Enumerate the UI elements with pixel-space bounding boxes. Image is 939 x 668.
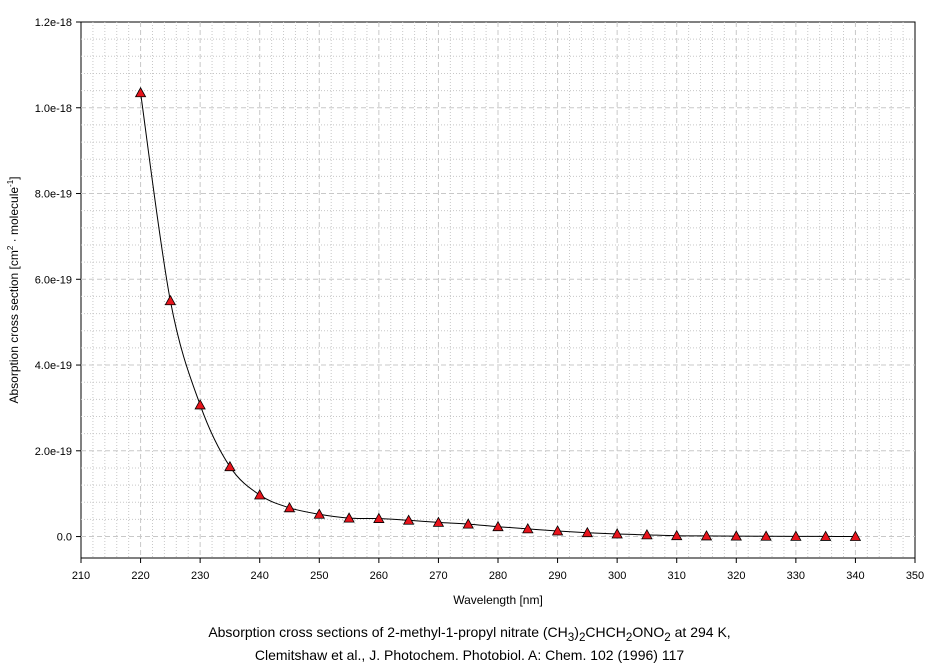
y-tick-label: 2.0e-19 <box>35 446 72 458</box>
x-tick-label: 300 <box>608 570 626 582</box>
x-tick-label: 320 <box>727 570 745 582</box>
data-point-marker <box>313 508 325 519</box>
data-point-marker <box>819 530 832 541</box>
data-point-marker <box>462 518 474 529</box>
caption-text-3: CHCH <box>585 624 626 640</box>
x-tick-label: 210 <box>72 570 90 582</box>
y-tick-label: 0.0 <box>57 532 72 544</box>
x-tick-label: 290 <box>548 570 566 582</box>
caption-sub-3: 2 <box>625 630 633 644</box>
caption-sub-2: 2 <box>578 630 586 644</box>
data-markers <box>134 86 862 541</box>
data-point-marker <box>760 530 772 541</box>
x-tick-label: 240 <box>251 570 269 582</box>
data-point-marker <box>224 460 236 472</box>
y-tick-label: 6.0e-19 <box>35 274 72 286</box>
x-axis-title: Wavelength [nm] <box>453 593 543 607</box>
x-tick-label: 250 <box>310 570 328 582</box>
x-tick-label: 270 <box>429 570 447 582</box>
x-tick-label: 220 <box>131 570 149 582</box>
caption-line-2: Clemitshaw et al., J. Photochem. Photobi… <box>254 647 685 663</box>
y-tick-label: 4.0e-19 <box>35 360 72 372</box>
data-point-marker <box>730 530 742 541</box>
y-tick-labels: 0.0 2.0e-19 4.0e-19 6.0e-19 8.0e-19 1.0e-18 1.… <box>35 17 72 544</box>
data-point-marker <box>134 86 147 98</box>
x-tick-labels: 210 220 230 240 250 260 270 280 290 300 310 320 330 3… <box>72 570 924 582</box>
y-tick-label: 1.0e-18 <box>35 103 72 115</box>
x-tick-label: 280 <box>489 570 507 582</box>
chart: 210 220 230 240 250 260 270 280 290 300 310 320 330 3… <box>6 17 924 607</box>
y-axis-title-middle: · molecule <box>7 187 21 246</box>
major-grid <box>81 22 915 558</box>
y-axis-title-prefix: Absorption cross section [cm <box>7 250 21 403</box>
x-tick-label: 260 <box>370 570 388 582</box>
data-point-marker <box>641 529 653 540</box>
data-point-marker <box>671 529 683 541</box>
data-point-marker <box>194 399 206 410</box>
y-tick-label: 1.2e-18 <box>35 17 72 29</box>
x-tick-label: 330 <box>787 570 805 582</box>
data-point-marker <box>432 516 445 527</box>
y-axis-title-sup-1: 2 <box>6 245 15 250</box>
data-point-marker <box>700 530 713 541</box>
data-point-marker <box>254 489 266 500</box>
x-tick-label: 310 <box>668 570 686 582</box>
y-axis-title-sup-2: -1 <box>6 179 15 187</box>
caption-sub-4: 2 <box>664 630 671 644</box>
caption-text-5: at 294 K, <box>670 624 731 640</box>
data-point-marker <box>373 512 385 523</box>
caption-text-4: ONO <box>632 624 665 640</box>
caption-sub-1: 3 <box>567 630 575 644</box>
caption-line-1: Absorption cross sections of 2-methyl-1-… <box>0 624 939 644</box>
data-point-marker <box>581 526 594 538</box>
data-point-marker <box>790 530 802 541</box>
axis-ticks <box>76 21 916 563</box>
x-tick-label: 340 <box>846 570 864 582</box>
data-point-marker <box>492 520 504 532</box>
data-point-marker <box>283 502 296 513</box>
x-tick-label: 350 <box>906 570 924 582</box>
data-point-marker <box>551 525 564 536</box>
data-point-marker <box>402 514 415 525</box>
x-tick-label: 230 <box>191 570 209 582</box>
data-point-marker <box>343 512 355 523</box>
y-axis-title: Absorption cross section [cm2 · molecule… <box>6 176 21 403</box>
caption-text-1: Absorption cross sections of 2-methyl-1-… <box>208 624 568 640</box>
caption-text-2: ) <box>574 624 579 640</box>
data-point-marker <box>164 294 177 306</box>
y-tick-label: 8.0e-19 <box>35 189 72 201</box>
data-point-marker <box>611 528 623 539</box>
y-axis-title-suffix: ] <box>7 176 21 179</box>
data-point-marker <box>849 530 862 541</box>
data-point-marker <box>522 523 534 534</box>
